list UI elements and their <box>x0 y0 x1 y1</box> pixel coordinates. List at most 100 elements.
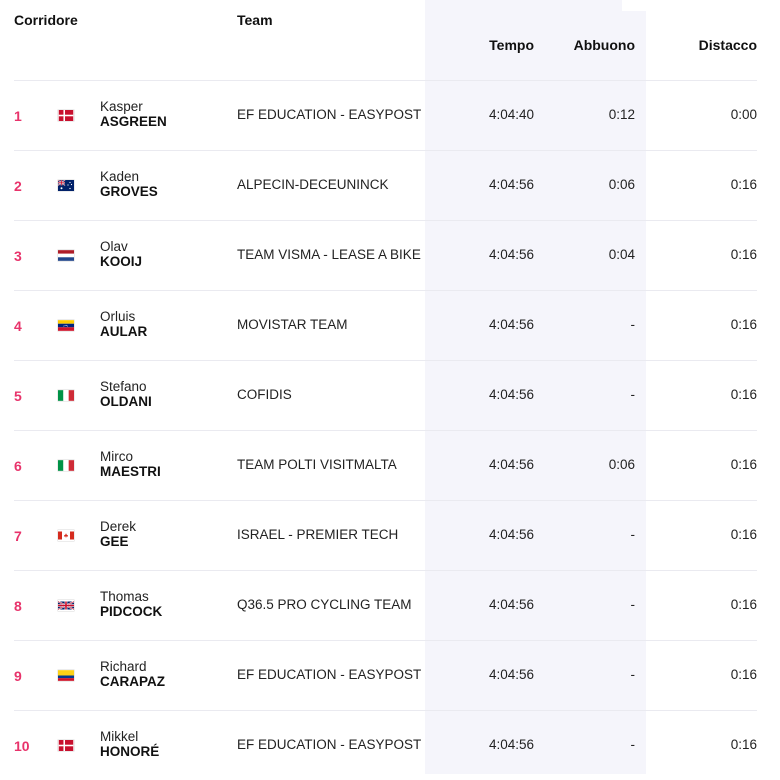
rank: 6 <box>14 458 22 474</box>
australia-flag-icon <box>58 180 74 191</box>
team-name[interactable]: Q36.5 PRO CYCLING TEAM <box>237 597 412 612</box>
gap-value: 0:16 <box>730 667 757 682</box>
table-row[interactable]: 2 Kaden GROVES ALPECIN-DECEUNINCK 4:04:56… <box>14 151 757 221</box>
time-value: 4:04:56 <box>488 737 534 752</box>
team-name[interactable]: TEAM VISMA - LEASE A BIKE <box>237 247 421 262</box>
rank: 3 <box>14 248 22 264</box>
rank: 8 <box>14 598 22 614</box>
bonus-value: 0:04 <box>608 247 635 262</box>
band-notch <box>622 0 646 11</box>
table-row[interactable]: 1 Kasper ASGREEN EF EDUCATION - EASYPOST … <box>14 81 757 151</box>
rank: 1 <box>14 108 22 124</box>
rider-name[interactable]: Mikkel HONORÉ <box>100 729 159 759</box>
gap-value: 0:16 <box>730 527 757 542</box>
time-value: 4:04:40 <box>488 107 534 122</box>
time-value: 4:04:56 <box>488 177 534 192</box>
header-team[interactable]: Team <box>237 12 273 28</box>
table-row[interactable]: 7 Derek GEE ISRAEL - PREMIER TECH 4:04:56… <box>14 501 757 571</box>
bonus-value: - <box>630 387 636 402</box>
bonus-value: 0:06 <box>608 177 635 192</box>
canada-flag-icon <box>58 530 74 541</box>
rider-last-name: GROVES <box>100 184 158 199</box>
team-name[interactable]: ISRAEL - PREMIER TECH <box>237 527 399 542</box>
rider-first-name: Mirco <box>100 449 133 464</box>
rider-last-name: CARAPAZ <box>100 674 165 689</box>
rank: 2 <box>14 178 22 194</box>
bonus-value: - <box>630 667 636 682</box>
denmark-flag-icon <box>58 740 74 751</box>
venezuela-flag-icon <box>58 320 74 331</box>
highlight-column-band <box>425 0 646 774</box>
table-row[interactable]: 9 Richard CARAPAZ EF EDUCATION - EASYPOST… <box>14 641 757 711</box>
rider-first-name: Richard <box>100 659 147 674</box>
rider-last-name: PIDCOCK <box>100 604 163 619</box>
rider-name[interactable]: Mirco MAESTRI <box>100 449 161 479</box>
team-name[interactable]: COFIDIS <box>237 387 292 402</box>
team-name[interactable]: TEAM POLTI VISITMALTA <box>237 457 397 472</box>
rider-name[interactable]: Thomas PIDCOCK <box>100 589 162 619</box>
rider-last-name: ASGREEN <box>100 114 167 129</box>
rider-name[interactable]: Kasper ASGREEN <box>100 99 167 129</box>
denmark-flag-icon <box>58 110 74 121</box>
uk-flag-icon <box>58 600 74 611</box>
rank: 9 <box>14 668 22 684</box>
gap-value: 0:16 <box>730 737 757 752</box>
team-name[interactable]: EF EDUCATION - EASYPOST <box>237 107 422 122</box>
rider-name[interactable]: Richard CARAPAZ <box>100 659 165 689</box>
rider-name[interactable]: Derek GEE <box>100 519 136 549</box>
rider-last-name: KOOIJ <box>100 254 143 269</box>
rider-last-name: GEE <box>100 534 129 549</box>
italy-flag-icon <box>58 390 74 401</box>
rider-first-name: Olav <box>100 239 128 254</box>
rider-name[interactable]: Stefano OLDANI <box>100 379 152 409</box>
italy-flag-icon <box>58 460 74 471</box>
header-bonus[interactable]: Abbuono <box>573 37 635 53</box>
gap-value: 0:16 <box>730 387 757 402</box>
bonus-value: - <box>630 597 636 612</box>
time-value: 4:04:56 <box>488 317 534 332</box>
netherlands-flag-icon <box>58 250 74 261</box>
bonus-value: - <box>630 317 636 332</box>
rider-name[interactable]: Olav KOOIJ <box>100 239 142 269</box>
team-name[interactable]: ALPECIN-DECEUNINCK <box>237 177 389 192</box>
gap-value: 0:00 <box>730 107 757 122</box>
rider-first-name: Stefano <box>100 379 147 394</box>
table-row[interactable]: 6 Mirco MAESTRI TEAM POLTI VISITMALTA 4:0… <box>14 431 757 501</box>
rider-name[interactable]: Kaden GROVES <box>100 169 158 199</box>
time-value: 4:04:56 <box>488 667 534 682</box>
bonus-value: - <box>630 737 636 752</box>
time-value: 4:04:56 <box>488 387 534 402</box>
rank: 4 <box>14 318 22 334</box>
rider-first-name: Orluis <box>100 309 136 324</box>
header-time[interactable]: Tempo <box>489 37 534 53</box>
rider-first-name: Derek <box>100 519 137 534</box>
rider-last-name: OLDANI <box>100 394 152 409</box>
table-row[interactable]: 4 Orluis AULAR MOVISTAR TEAM 4:04:56 - 0:… <box>14 291 757 361</box>
gap-value: 0:16 <box>730 317 757 332</box>
time-value: 4:04:56 <box>488 247 534 262</box>
header-gap[interactable]: Distacco <box>698 37 757 53</box>
table-row[interactable]: 10 Mikkel HONORÉ EF EDUCATION - EASYPOST … <box>14 711 757 780</box>
bonus-value: 0:12 <box>608 107 635 122</box>
rider-first-name: Mikkel <box>100 729 139 744</box>
rank: 7 <box>14 528 22 544</box>
rider-last-name: AULAR <box>100 324 148 339</box>
rider-first-name: Kasper <box>100 99 143 114</box>
rider-first-name: Thomas <box>100 589 149 604</box>
table-row[interactable]: 3 Olav KOOIJ TEAM VISMA - LEASE A BIKE 4:… <box>14 221 757 291</box>
team-name[interactable]: EF EDUCATION - EASYPOST <box>237 667 422 682</box>
rank: 10 <box>14 738 30 754</box>
table-row[interactable]: 5 Stefano OLDANI COFIDIS 4:04:56 - 0:16 <box>14 361 757 431</box>
team-name[interactable]: EF EDUCATION - EASYPOST <box>237 737 422 752</box>
gap-value: 0:16 <box>730 457 757 472</box>
header-rider[interactable]: Corridore <box>14 12 78 28</box>
bonus-value: - <box>630 527 636 542</box>
rider-name[interactable]: Orluis AULAR <box>100 309 147 339</box>
table-row[interactable]: 8 Thomas PIDCOCK Q36.5 PRO CYCLING TEAM 4… <box>14 571 757 641</box>
gap-value: 0:16 <box>730 597 757 612</box>
time-value: 4:04:56 <box>488 457 534 472</box>
rank: 5 <box>14 388 22 404</box>
team-name[interactable]: MOVISTAR TEAM <box>237 317 348 332</box>
gap-value: 0:16 <box>730 247 757 262</box>
